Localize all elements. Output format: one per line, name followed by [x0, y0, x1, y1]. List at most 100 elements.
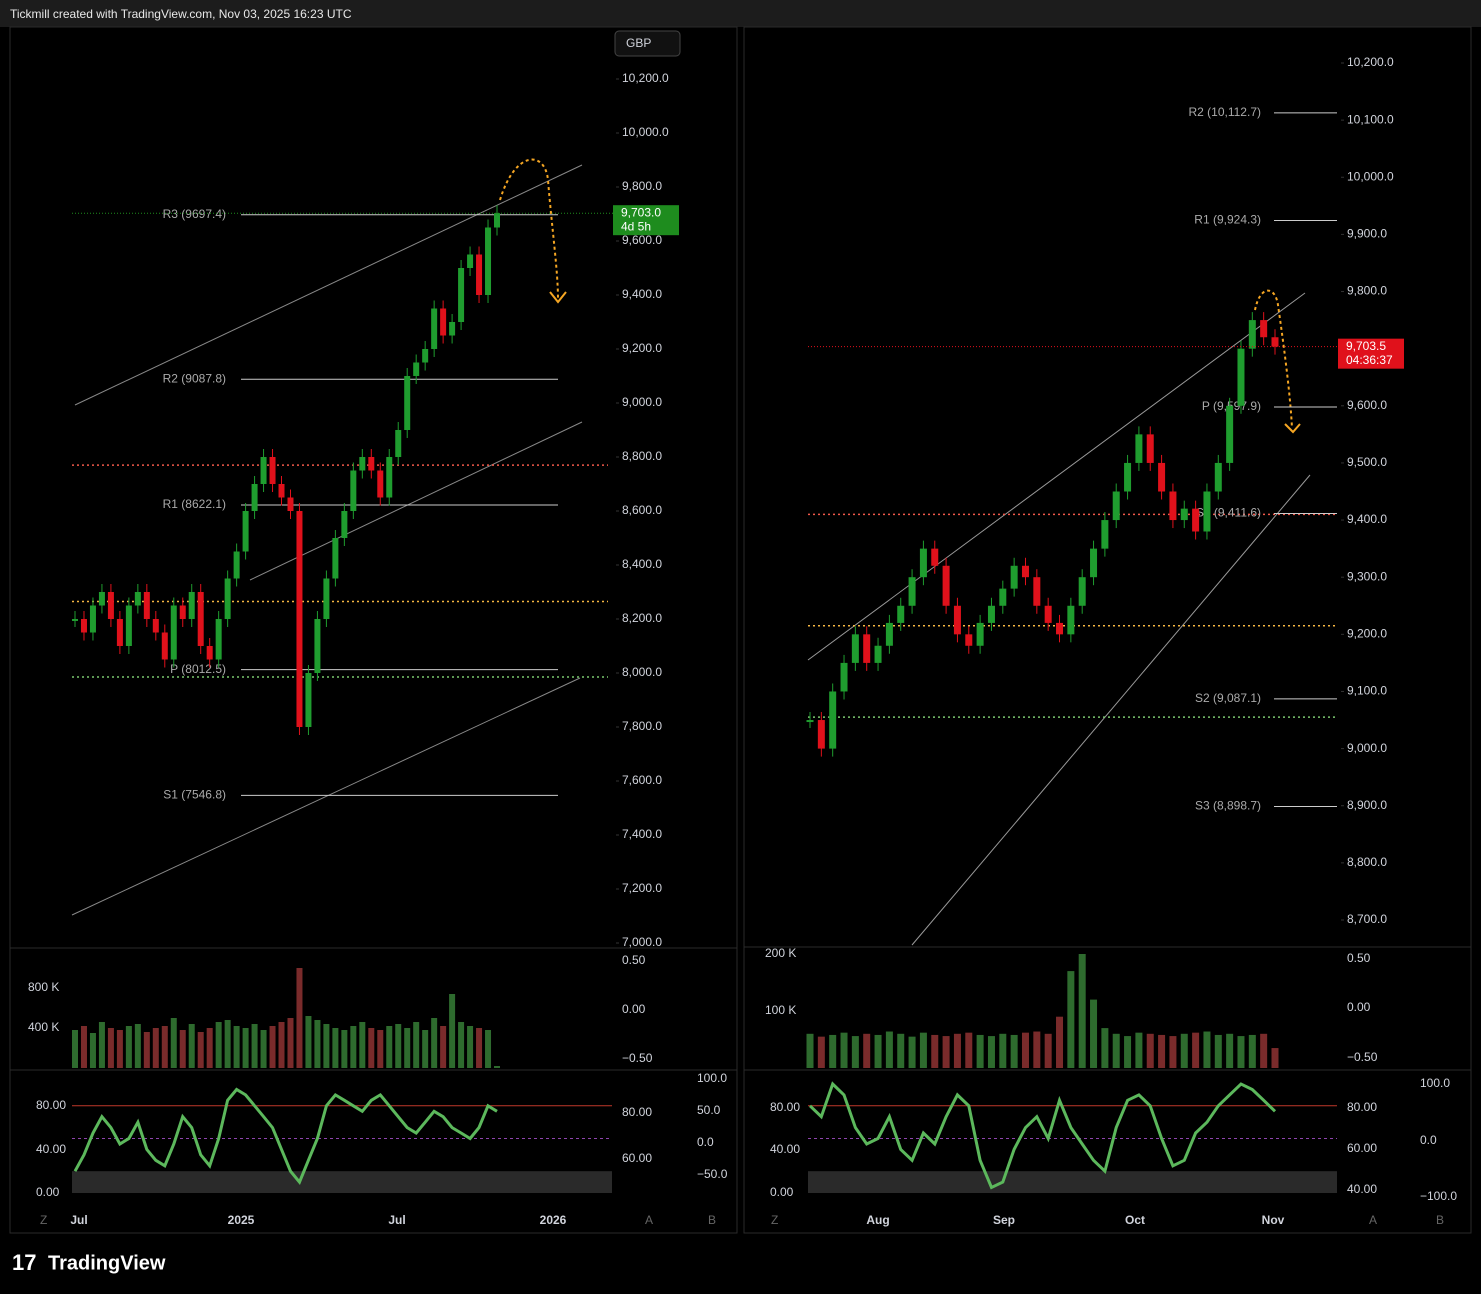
volume-bar [323, 1024, 330, 1068]
candle [806, 720, 814, 723]
price-badge [613, 205, 679, 236]
candle [908, 577, 916, 606]
volume-bar [1180, 1033, 1188, 1068]
candle [80, 619, 87, 633]
logo-mark: 17 [12, 1250, 36, 1275]
pivot-label: S3 (8,898.7) [1195, 799, 1261, 813]
candle [1010, 565, 1018, 589]
candle [350, 470, 357, 511]
tool-a[interactable]: A [645, 1213, 653, 1227]
volume-bar [296, 968, 303, 1068]
volume-bar [467, 1026, 474, 1068]
candle [942, 565, 950, 606]
candle [413, 362, 420, 376]
tool-z[interactable]: Z [771, 1213, 778, 1227]
candle [1237, 348, 1245, 406]
volume-bar [1271, 1048, 1279, 1068]
candle [1146, 434, 1154, 463]
candle [152, 619, 159, 633]
volume-bar [874, 1034, 882, 1068]
osc-label: −50.0 [697, 1167, 728, 1181]
osc-label: 50.0 [697, 1103, 721, 1117]
volume-axis-label: 0.00 [1347, 1000, 1371, 1014]
volume-bar [377, 1030, 384, 1068]
price-tick-label: 7,400.0 [622, 827, 662, 841]
volume-bar [152, 1028, 159, 1068]
volume-bar [817, 1036, 825, 1068]
candle [72, 619, 78, 621]
candle [314, 619, 321, 673]
osc-label: 80.00 [1347, 1100, 1377, 1114]
tool-z[interactable]: Z [40, 1213, 47, 1227]
volume-bar [863, 1033, 871, 1068]
osc-label: 60.00 [622, 1151, 652, 1165]
currency[interactable]: GBP [626, 36, 651, 50]
pivot-label: R1 (9,924.3) [1194, 213, 1261, 227]
volume-bar [1135, 1032, 1143, 1068]
volume-bar [1214, 1034, 1222, 1068]
trend-line [74, 164, 583, 406]
candle [260, 457, 267, 484]
volume-bar [80, 1026, 87, 1068]
tool-a[interactable]: A [1369, 1213, 1377, 1227]
candle [161, 632, 168, 660]
time-label: Aug [866, 1213, 889, 1227]
candle [341, 511, 348, 538]
price-tick-label: 10,000.0 [622, 125, 669, 139]
currency-button[interactable] [614, 30, 681, 57]
volume-bar [422, 1030, 429, 1068]
volume-bar [161, 1026, 168, 1068]
oscillator-line [808, 1081, 1277, 1190]
volume-bar [197, 1032, 204, 1068]
tool-b[interactable]: B [708, 1213, 716, 1227]
volume-bar [359, 1022, 366, 1068]
tool-b[interactable]: B [1436, 1213, 1444, 1227]
price-tick-label: 8,700.0 [1347, 912, 1387, 926]
volume-bar [341, 1030, 348, 1068]
candle [840, 662, 848, 692]
volume-bar [242, 1028, 249, 1068]
candle [332, 538, 339, 579]
volume-bar [897, 1033, 905, 1068]
candle [851, 634, 859, 663]
candle [1260, 320, 1268, 338]
candle [1033, 577, 1041, 606]
time-label: 2026 [540, 1213, 567, 1227]
volume-bar [458, 1022, 465, 1068]
candle [251, 484, 258, 511]
volume-bar [260, 1030, 267, 1068]
time-label: 2025 [228, 1213, 255, 1227]
price-tick-label: 8,800.0 [622, 449, 662, 463]
candle [305, 673, 312, 727]
volume-bar [278, 1022, 285, 1068]
volume-bar [170, 1018, 177, 1068]
time-label: Jul [388, 1213, 405, 1227]
candle [1169, 491, 1177, 521]
volume-label: 100 K [765, 1003, 796, 1017]
price-tick-label: 10,100.0 [1347, 112, 1394, 126]
volume-bar [386, 1026, 393, 1068]
candle [170, 605, 177, 660]
volume-bar [1033, 1031, 1041, 1068]
volume-axis-label: −0.50 [622, 1051, 653, 1065]
volume-bar [1078, 954, 1086, 1068]
trend-line [807, 292, 1306, 661]
pivot-label: P (8012.5) [170, 662, 226, 676]
volume-bar [116, 1030, 123, 1068]
candle [1078, 577, 1086, 606]
candle [1226, 405, 1234, 463]
price-tick-label: 9,500.0 [1347, 455, 1387, 469]
volume-bar [1248, 1034, 1256, 1068]
price-tick-label: 9,200.0 [622, 341, 662, 355]
volume-bar [233, 1026, 240, 1068]
osc-label: 40.00 [1347, 1182, 1377, 1196]
price-tick-label: 8,800.0 [1347, 855, 1387, 869]
volume-bar [1146, 1033, 1154, 1068]
volume-bar [829, 1034, 837, 1068]
price-tick-label: 10,000.0 [1347, 169, 1394, 183]
volume-bar [1226, 1033, 1234, 1068]
volume-bar [851, 1036, 859, 1068]
volume-bar [953, 1033, 961, 1068]
volume-bar [1124, 1036, 1132, 1068]
candle [965, 634, 973, 646]
